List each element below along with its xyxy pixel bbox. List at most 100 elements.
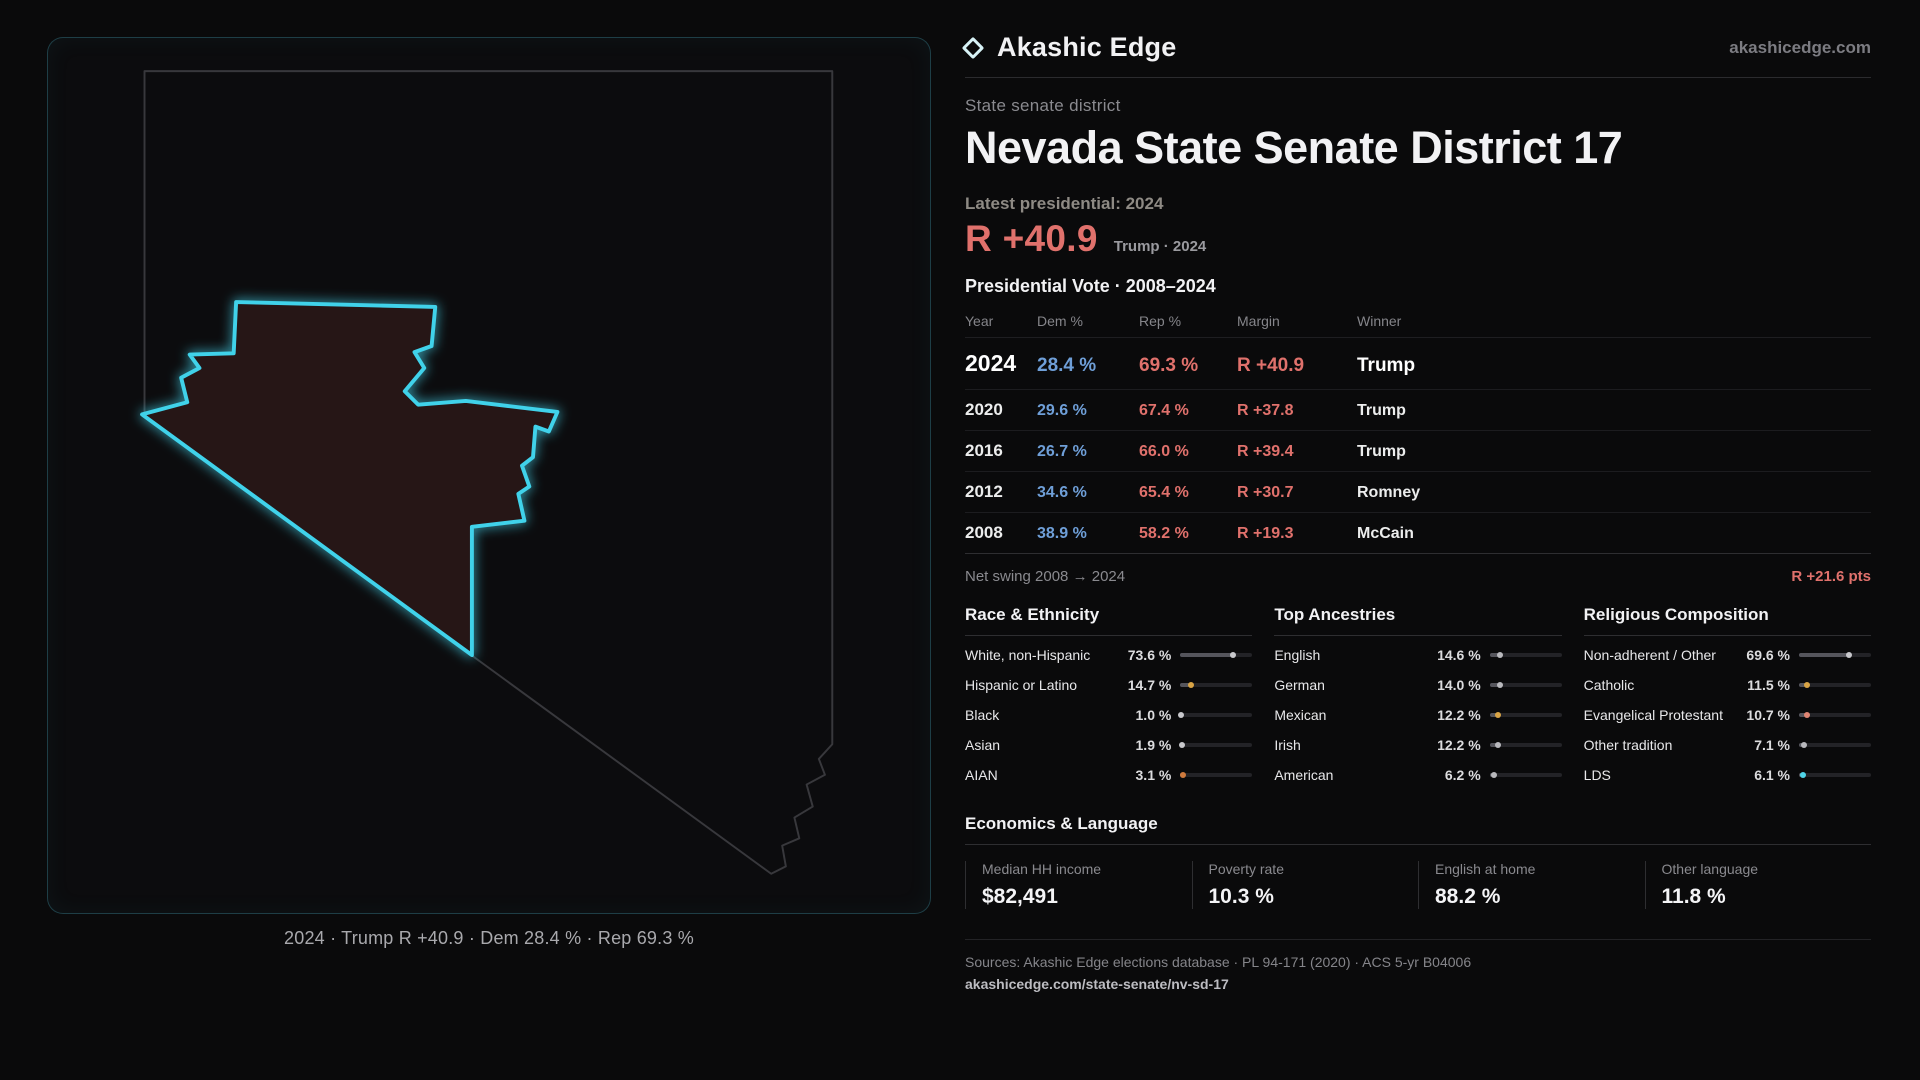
demo-bar: [1799, 742, 1871, 749]
site-link[interactable]: akashicedge.com: [1729, 37, 1871, 57]
latest-presidential-label: Latest presidential: 2024: [965, 194, 1164, 213]
cell-margin: R +39.4: [1237, 443, 1294, 460]
vote-table-title: Presidential Vote · 2008–2024: [965, 276, 1216, 296]
cell-dem: 34.6 %: [1037, 484, 1087, 501]
col-dem: Dem %: [1037, 313, 1083, 329]
demo-value: 12.2 %: [1437, 707, 1481, 724]
cell-dem: 26.7 %: [1037, 443, 1087, 460]
demo-value: 73.6 %: [1127, 647, 1172, 664]
report-header: Akashic Edge akashicedge.com: [961, 30, 1871, 78]
map-caption: 2024 · Trump R +40.9 · Dem 28.4 % · Rep …: [284, 928, 694, 948]
demo-bar: [1799, 712, 1871, 719]
demo-value: 14.6 %: [1437, 647, 1481, 664]
demo-label: Mexican: [1274, 707, 1327, 724]
cell-rep: 67.4 %: [1139, 402, 1189, 419]
group-title: Religious Composition: [1583, 605, 1871, 636]
cell-rep: 66.0 %: [1139, 443, 1189, 460]
demo-bar: [1178, 712, 1253, 719]
demo-row: Non-adherent / Other 69.6 %: [1584, 640, 1871, 670]
demo-row: German 14.0 %: [1274, 670, 1562, 700]
group-title: Top Ancestries: [1274, 605, 1562, 636]
district-map-panel: [47, 37, 931, 914]
demo-value: 3.1 %: [1135, 767, 1172, 784]
demo-label: Black: [965, 707, 1000, 724]
demo-value: 11.5 %: [1747, 677, 1790, 694]
sources-text: Sources: Akashic Edge elections database…: [965, 954, 1472, 971]
demo-label: Catholic: [1583, 677, 1635, 694]
demo-value: 7.1 %: [1754, 737, 1790, 754]
stat-label: Other language: [1661, 861, 1759, 878]
cell-margin: R +30.7: [1237, 484, 1294, 501]
cell-margin: R +40.9: [1237, 355, 1305, 376]
cell-winner: Trump: [1357, 443, 1406, 460]
table-row: 2024 28.4 % 69.3 % R +40.9 Trump: [965, 338, 1871, 390]
demo-row: LDS 6.1 %: [1584, 760, 1871, 790]
cell-year: 2012: [965, 482, 1003, 501]
col-year: Year: [965, 313, 994, 329]
headline-margin-row: R +40.9 Trump · 2024: [965, 218, 1871, 260]
col-winner: Winner: [1357, 313, 1402, 329]
headline-margin-value: R +40.9: [965, 218, 1098, 259]
demo-label: White, non-Hispanic: [965, 647, 1091, 663]
demo-value: 1.0 %: [1135, 707, 1172, 724]
nevada-map: [140, 70, 834, 875]
demo-bar: [1489, 742, 1562, 749]
stat-value: 10.3 %: [1208, 885, 1274, 909]
report-panel: Akashic Edge akashicedge.com State senat…: [961, 30, 1871, 992]
demo-row: Black 1.0 %: [965, 700, 1253, 730]
permalink[interactable]: akashicedge.com/state-senate/nv-sd-17: [965, 976, 1229, 993]
demo-bar: [1489, 682, 1562, 689]
table-row: 2020 29.6 % 67.4 % R +37.8 Trump: [965, 390, 1871, 431]
race-ethnicity-group: Race & Ethnicity White, non-Hispanic 73.…: [965, 605, 1253, 790]
cell-year: 2008: [965, 523, 1003, 542]
report-footer: Sources: Akashic Edge elections database…: [965, 939, 1871, 992]
district-shape: [140, 300, 560, 658]
demo-value: 14.0 %: [1437, 677, 1481, 694]
demo-label: AIAN: [965, 767, 998, 784]
religion-group: Religious Composition Non-adherent / Oth…: [1583, 605, 1871, 790]
kicker: State senate district: [965, 96, 1121, 115]
demo-label: American: [1274, 767, 1334, 784]
demo-value: 1.9 %: [1135, 737, 1172, 754]
demo-value: 6.2 %: [1444, 767, 1481, 784]
demo-label: Asian: [965, 737, 1001, 754]
cell-year: 2016: [965, 441, 1003, 460]
demo-bar: [1489, 652, 1562, 659]
stat-value: $82,491: [982, 885, 1058, 909]
cell-year: 2020: [965, 400, 1003, 419]
cell-dem: 29.6 %: [1037, 402, 1087, 419]
demo-bar: [1178, 742, 1253, 749]
demo-bar: [1489, 712, 1562, 719]
demo-row: Hispanic or Latino 14.7 %: [965, 670, 1253, 700]
cell-dem: 38.9 %: [1037, 525, 1087, 542]
demo-label: Irish: [1274, 737, 1301, 754]
demo-bar: [1799, 652, 1871, 659]
cell-winner: Trump: [1357, 355, 1416, 376]
col-rep: Rep %: [1139, 313, 1182, 329]
stat-label: Poverty rate: [1208, 861, 1284, 878]
vote-table: Year Dem % Rep % Margin Winner 2024 28.4…: [965, 307, 1871, 554]
brand-name: Akashic Edge: [997, 32, 1177, 62]
cell-margin: R +19.3: [1237, 525, 1294, 542]
brand: Akashic Edge: [961, 32, 1177, 63]
net-swing-label: Net swing 2008 → 2024: [965, 568, 1126, 585]
demo-label: Non-adherent / Other: [1583, 647, 1716, 663]
vote-table-header: Year Dem % Rep % Margin Winner: [965, 307, 1871, 338]
cell-rep: 65.4 %: [1139, 484, 1189, 501]
diamond-logo-icon: [961, 36, 985, 59]
demo-label: Hispanic or Latino: [965, 677, 1078, 694]
page-title: Nevada State Senate District 17: [965, 122, 1623, 173]
demo-row: Other tradition 7.1 %: [1584, 730, 1871, 760]
demographics-section: Race & Ethnicity White, non-Hispanic 73.…: [965, 605, 1871, 790]
demo-label: English: [1274, 647, 1321, 663]
demo-value: 12.2 %: [1437, 737, 1481, 754]
demo-row: Asian 1.9 %: [965, 730, 1253, 760]
demo-bar: [1489, 772, 1562, 779]
demo-bar: [1180, 652, 1253, 659]
cell-rep: 58.2 %: [1139, 525, 1189, 542]
demo-value: 14.7 %: [1127, 677, 1172, 694]
net-swing-value: R +21.6 pts: [1791, 568, 1871, 585]
cell-winner: Romney: [1357, 484, 1421, 501]
demo-bar: [1799, 772, 1871, 779]
